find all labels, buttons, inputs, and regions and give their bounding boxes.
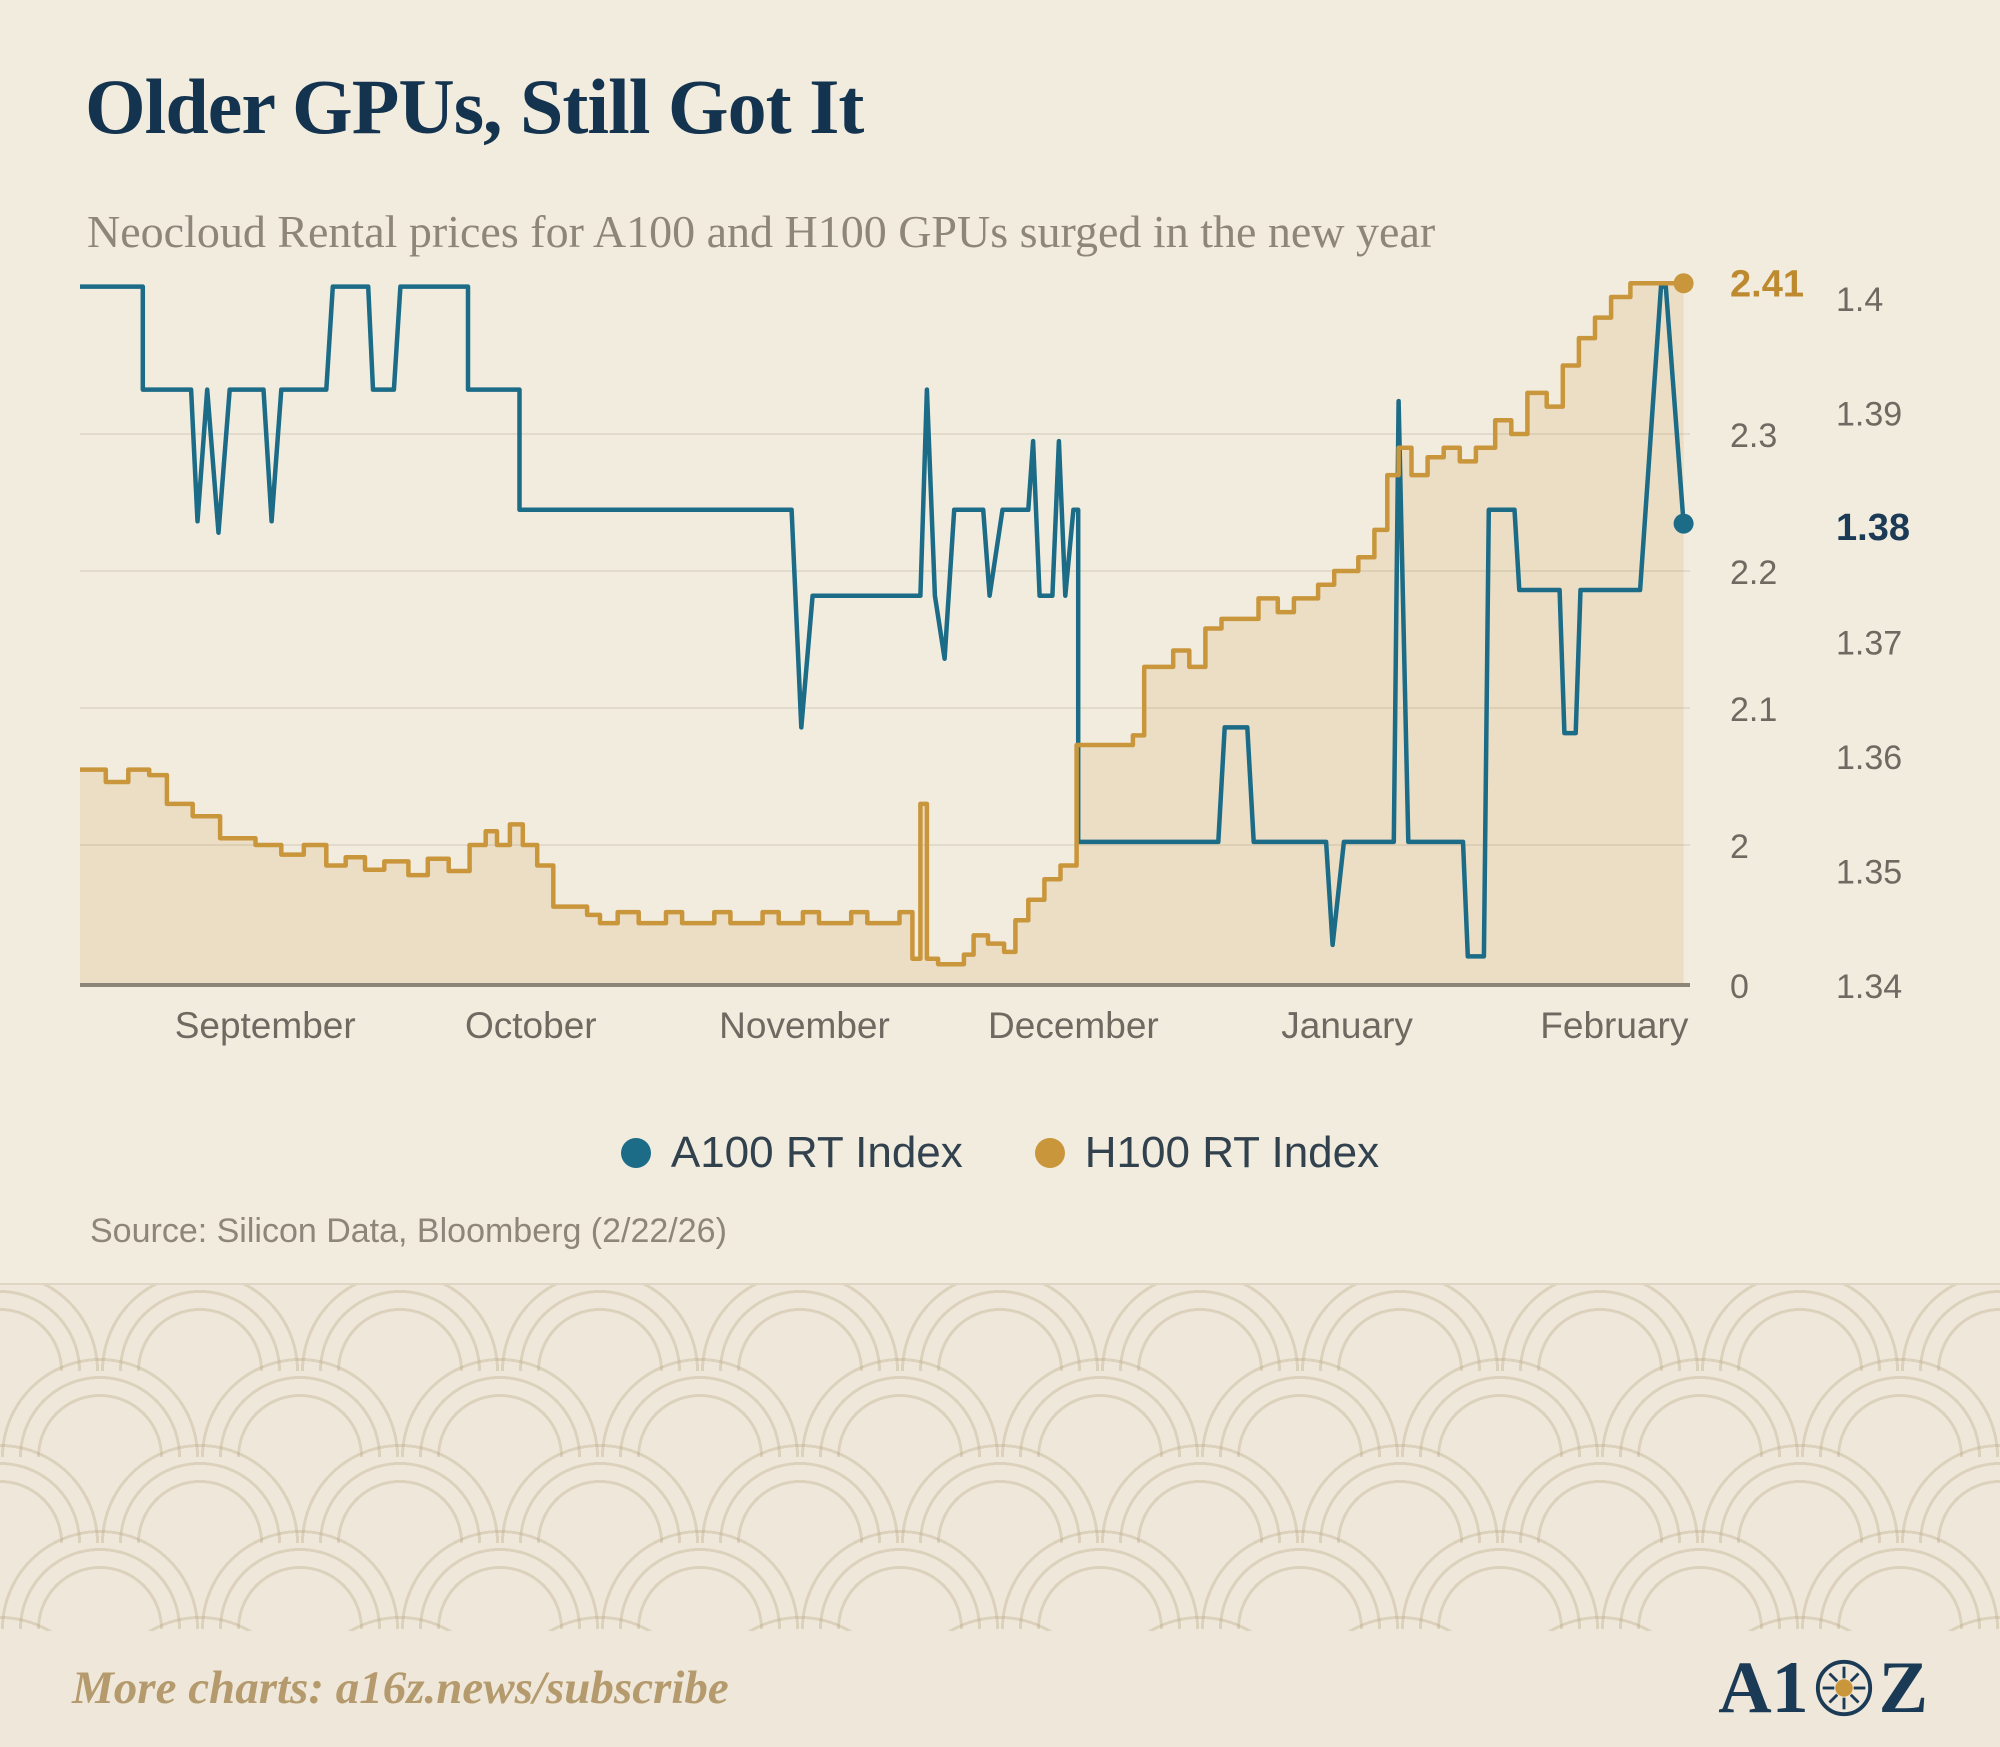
h100-tick-label: 2.3 xyxy=(1730,417,1777,455)
h100-tick-label: 2 xyxy=(1730,828,1749,866)
a100-legend-dot-icon xyxy=(620,1138,651,1168)
month-label: November xyxy=(719,1005,890,1046)
a16z-ornament-icon xyxy=(1815,1659,1872,1717)
month-label: September xyxy=(175,1005,356,1046)
legend-item-a100: A100 RT Index xyxy=(620,1128,963,1178)
a100-tick-label: 1.38 xyxy=(1836,507,1910,549)
source-note: Source: Silicon Data, Bloomberg (2/22/26… xyxy=(90,1212,727,1250)
h100-tick-label: 0 xyxy=(1730,968,1749,1006)
a16z-logo: A1 Z xyxy=(1718,1651,1928,1725)
footer-bottom-bar: More charts: a16z.news/subscribe A1 Z xyxy=(0,1629,2000,1747)
h100-tick-label: 2.2 xyxy=(1730,554,1777,592)
a100-tick-label: 1.35 xyxy=(1836,854,1902,892)
legend-item-h100: H100 RT Index xyxy=(1034,1128,1380,1178)
legend-label-h100: H100 RT Index xyxy=(1084,1128,1380,1177)
gpu-price-chart: 2.41 2.3 2.2 2.1 2 0 1.4 1.39 1.38 1.37 1.36 1.35 1.… xyxy=(80,260,1960,1080)
footer: More charts: a16z.news/subscribe A1 Z xyxy=(0,1283,2000,1747)
a100-tick-label: 1.37 xyxy=(1836,625,1902,663)
a100-tick-label: 1.36 xyxy=(1836,739,1902,777)
h100-end-dot xyxy=(1673,273,1694,294)
a100-tick-label: 1.34 xyxy=(1836,968,1902,1006)
month-label: February xyxy=(1540,1005,1689,1046)
logo-right-text: Z xyxy=(1878,1647,1928,1729)
a100-tick-label: 1.39 xyxy=(1836,396,1902,434)
page-title: Older GPUs, Still Got It xyxy=(85,63,864,150)
a100-line xyxy=(80,284,1686,959)
h100-tick-label: 2.41 xyxy=(1730,263,1804,305)
h100-line xyxy=(80,281,1686,967)
page-subtitle: Neocloud Rental prices for A100 and H100… xyxy=(87,206,1436,257)
chart-legend: A100 RT Index H100 RT Index xyxy=(0,1128,2000,1178)
h100-tick-label: 2.1 xyxy=(1730,691,1777,729)
a100-tick-label: 1.4 xyxy=(1836,281,1883,319)
month-label: December xyxy=(988,1005,1159,1046)
h100-legend-dot-icon xyxy=(1034,1138,1065,1168)
month-label: October xyxy=(465,1005,597,1046)
logo-left-text: A1 xyxy=(1718,1647,1809,1729)
month-label: January xyxy=(1281,1005,1413,1046)
chart-svg: 2.41 2.3 2.2 2.1 2 0 1.4 1.39 1.38 1.37 1.36 1.35 1.… xyxy=(80,263,1910,1046)
subscribe-link[interactable]: More charts: a16z.news/subscribe xyxy=(72,1662,729,1714)
legend-label-a100: A100 RT Index xyxy=(670,1128,963,1177)
h100-area xyxy=(80,283,1684,985)
a100-end-dot xyxy=(1673,513,1694,534)
footer-scallop-pattern xyxy=(0,1285,2000,1631)
